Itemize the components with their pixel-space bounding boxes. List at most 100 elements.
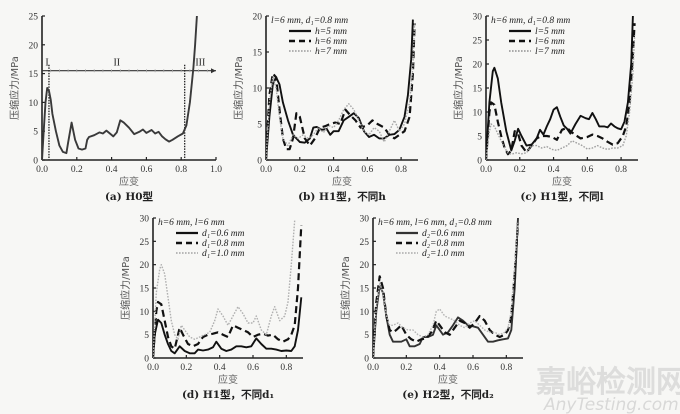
stage-label: II bbox=[113, 58, 120, 69]
y-tick-label: 15 bbox=[473, 85, 483, 95]
subplot-c: 0 5 10 15 20 25 30 0.0 0.2 0.4 0.6 0.8 应变 压缩应力/MPa (c)… bbox=[452, 13, 638, 203]
subplot-caption: (a) H0型 bbox=[105, 190, 154, 203]
y-tick-label: 0 bbox=[364, 355, 369, 365]
x-tick-label: 0.0 bbox=[260, 165, 272, 175]
y-axis-label: 压缩应力/MPa bbox=[339, 256, 352, 320]
series-line-l-7-mm bbox=[486, 35, 636, 160]
y-tick-label: 20 bbox=[140, 261, 150, 271]
x-tick-label: 0.4 bbox=[106, 165, 118, 175]
x-axis-label: 应变 bbox=[332, 175, 352, 188]
legend-title: h=6 mm, l=6 mm bbox=[158, 218, 225, 228]
subplot-b: 0 5 10 15 20 0.0 0.2 0.4 0.6 0.8 应变 压缩应力/MPa (b) H1型… bbox=[232, 13, 418, 203]
x-tick-label: 0.4 bbox=[548, 165, 560, 175]
legend-entry: l=5 mm bbox=[535, 27, 565, 37]
y-tick-label: 25 bbox=[473, 37, 483, 47]
x-axis-label: 应变 bbox=[119, 175, 139, 188]
legend-entry: d₂=1.0 mm bbox=[422, 249, 465, 259]
series-line-h-5-mm bbox=[266, 19, 414, 160]
legend-title: h=6 mm, d₁=0.8 mm bbox=[491, 16, 570, 26]
x-tick-label: 0.8 bbox=[615, 165, 627, 175]
legend-entry: h=5 mm bbox=[315, 27, 347, 37]
series-line-l-6-mm bbox=[486, 23, 636, 160]
x-tick-label: 0.4 bbox=[328, 165, 340, 175]
y-tick-label: 5 bbox=[364, 331, 369, 341]
legend-title: h=6 mm, l=6 mm, d₁=0.8 mm bbox=[378, 218, 492, 228]
x-tick-label: 0.2 bbox=[294, 165, 306, 175]
y-tick-label: 15 bbox=[360, 285, 370, 295]
x-tick-label: 0.6 bbox=[247, 363, 259, 373]
subplot-a: 0 5 10 15 20 25 0.0 0.2 0.4 0.6 0.8 1.0 应变 压缩应力/MPa (a… bbox=[8, 13, 222, 204]
y-tick-label: 0 bbox=[144, 355, 149, 365]
y-tick-label: 15 bbox=[253, 49, 263, 59]
x-tick-label: 1.0 bbox=[210, 165, 222, 175]
y-tick-label: 5 bbox=[144, 331, 149, 341]
x-axis-label: 应变 bbox=[218, 373, 238, 386]
x-tick-label: 0.6 bbox=[140, 165, 152, 175]
y-axis-label: 压缩应力/MPa bbox=[119, 256, 132, 320]
x-tick-label: 0.6 bbox=[581, 165, 593, 175]
y-tick-label: 30 bbox=[473, 13, 483, 23]
x-axis-label: 应变 bbox=[438, 373, 458, 386]
y-tick-label: 20 bbox=[253, 13, 263, 23]
series-line-h-7-mm bbox=[266, 23, 416, 160]
x-tick-label: 0.0 bbox=[480, 165, 492, 175]
x-tick-label: 0.2 bbox=[180, 363, 192, 373]
x-tick-label: 0.0 bbox=[36, 165, 48, 175]
series-line-h0 bbox=[42, 15, 198, 160]
y-tick-label: 5 bbox=[257, 121, 262, 131]
y-tick-label: 10 bbox=[29, 99, 39, 109]
series-line-d-0-8-mm bbox=[373, 222, 520, 358]
subplot-caption: (e) H2型，不同d₂ bbox=[402, 388, 494, 401]
x-tick-label: 0.8 bbox=[500, 363, 512, 373]
y-tick-label: 10 bbox=[140, 308, 150, 318]
y-tick-label: 10 bbox=[360, 308, 370, 318]
legend-entry: h=7 mm bbox=[315, 47, 347, 57]
y-tick-label: 0 bbox=[477, 157, 482, 167]
x-tick-label: 0.6 bbox=[361, 165, 373, 175]
series-line-d-0-6-mm bbox=[373, 217, 519, 358]
legend-entry: d₂=0.6 mm bbox=[422, 229, 465, 239]
y-axis-label: 压缩应力/MPa bbox=[452, 56, 465, 120]
legend-entry: l=7 mm bbox=[535, 47, 565, 57]
x-tick-label: 0.0 bbox=[367, 363, 379, 373]
x-tick-label: 0.6 bbox=[467, 363, 479, 373]
y-tick-label: 20 bbox=[360, 261, 370, 271]
x-tick-label: 0.8 bbox=[395, 165, 407, 175]
series-line-d-1-0-mm bbox=[153, 220, 296, 358]
legend-entry: d₁=0.6 mm bbox=[202, 229, 245, 239]
y-tick-label: 10 bbox=[473, 109, 483, 119]
x-tick-label: 0.4 bbox=[214, 363, 226, 373]
watermark-en: AnyTesting.com bbox=[543, 395, 679, 414]
y-tick-label: 25 bbox=[140, 238, 150, 248]
x-tick-label: 0.2 bbox=[514, 165, 526, 175]
y-tick-label: 20 bbox=[473, 61, 483, 71]
series-line-d-0-8-mm bbox=[153, 224, 303, 358]
series-line-l-5-mm bbox=[486, 15, 634, 160]
stage-label: III bbox=[195, 58, 205, 69]
y-tick-label: 30 bbox=[360, 215, 370, 225]
x-tick-label: 0.2 bbox=[71, 165, 83, 175]
legend-entry: d₁=0.8 mm bbox=[202, 239, 245, 249]
y-tick-label: 15 bbox=[29, 70, 39, 80]
watermark-cn: 嘉峪检测网 bbox=[536, 365, 680, 400]
arrow-head-icon bbox=[211, 68, 216, 74]
y-axis-label: 压缩应力/MPa bbox=[232, 56, 245, 120]
legend-title: l=6 mm, d₁=0.8 mm bbox=[271, 16, 348, 26]
y-tick-label: 5 bbox=[33, 128, 38, 138]
series-line-d-0-6-mm bbox=[153, 297, 303, 358]
series-line-d-1-0-mm bbox=[373, 222, 519, 358]
y-tick-label: 5 bbox=[477, 133, 482, 143]
legend-entry: l=6 mm bbox=[535, 37, 565, 47]
x-tick-label: 0.8 bbox=[175, 165, 187, 175]
y-tick-label: 0 bbox=[33, 157, 38, 167]
subplot-e: 0 5 10 15 20 25 30 0.0 0.2 0.4 0.6 0.8 应变 压缩应力/MPa (e)… bbox=[339, 215, 523, 401]
y-tick-label: 10 bbox=[253, 85, 263, 95]
legend-entry: d₂=0.8 mm bbox=[422, 239, 465, 249]
series-line-h-6-mm bbox=[266, 23, 416, 160]
subplot-d: 0 5 10 15 20 25 30 0.0 0.2 0.4 0.6 0.8 应变 压缩应力/MPa (d)… bbox=[119, 215, 303, 401]
subplot-caption: (b) H1型，不同h bbox=[298, 190, 386, 203]
y-tick-label: 0 bbox=[257, 157, 262, 167]
y-tick-label: 25 bbox=[360, 238, 370, 248]
legend-entry: d₁=1.0 mm bbox=[202, 249, 245, 259]
